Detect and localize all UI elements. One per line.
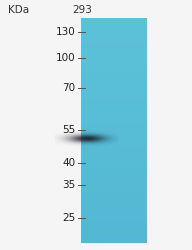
- Text: 70: 70: [63, 83, 76, 93]
- Text: 35: 35: [62, 180, 76, 190]
- Text: KDa: KDa: [8, 5, 29, 15]
- Text: 293: 293: [72, 5, 92, 15]
- Text: 55: 55: [62, 125, 76, 135]
- Text: 130: 130: [56, 27, 76, 37]
- Text: 25: 25: [62, 213, 76, 223]
- Text: 40: 40: [63, 158, 76, 168]
- Text: 100: 100: [56, 53, 76, 63]
